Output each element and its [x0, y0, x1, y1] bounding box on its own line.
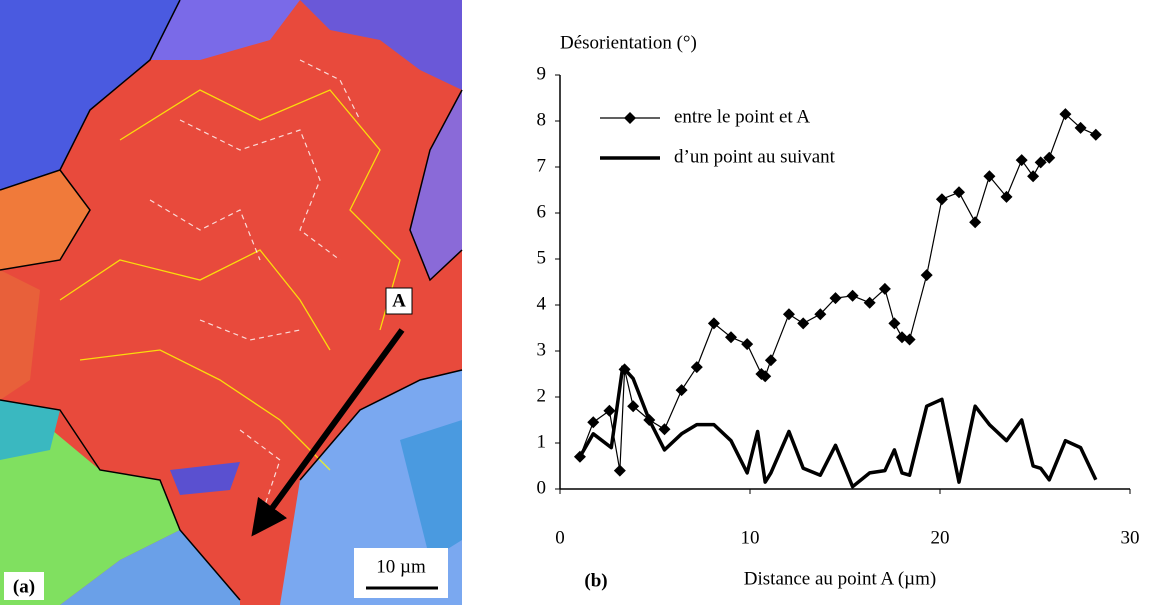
point	[953, 186, 965, 199]
point	[935, 193, 948, 206]
point	[878, 282, 891, 295]
point	[1015, 154, 1028, 167]
point	[888, 317, 901, 330]
x-tick-label: 30	[1121, 527, 1140, 548]
point	[920, 269, 933, 282]
point	[1059, 108, 1072, 121]
y-tick-label: 7	[537, 155, 547, 176]
ebsd-map	[0, 0, 463, 605]
point	[627, 400, 640, 413]
point	[675, 384, 688, 397]
point	[1043, 151, 1056, 164]
chart-title: Désorientation (°)	[560, 32, 697, 53]
point	[658, 423, 671, 436]
point	[764, 354, 777, 367]
y-tick-label: 3	[537, 339, 547, 360]
point	[846, 289, 859, 302]
point	[690, 361, 703, 374]
point	[725, 331, 737, 344]
point	[814, 308, 827, 321]
y-tick-label: 0	[537, 477, 547, 498]
y-tick-label: 9	[537, 63, 547, 84]
y-tick-label: 2	[537, 385, 547, 406]
point	[797, 317, 810, 330]
y-tick-label: 1	[537, 431, 547, 452]
point	[903, 333, 916, 346]
point	[603, 404, 616, 417]
panel-label: (b)	[584, 570, 607, 591]
point	[983, 170, 996, 183]
legend-marker	[624, 112, 636, 124]
scale-bar-label: 10 µm	[376, 556, 426, 577]
point	[829, 292, 842, 305]
legend-label: d’un point au suivant	[674, 146, 836, 167]
point	[707, 317, 720, 330]
x-axis-label: Distance au point A (µm)	[744, 568, 936, 589]
point	[741, 338, 754, 351]
point-label: A	[392, 290, 406, 311]
x-tick-label: 0	[555, 527, 565, 548]
series-line	[578, 365, 1098, 489]
point	[782, 308, 795, 321]
y-tick-label: 8	[537, 109, 547, 130]
series-line	[579, 113, 1097, 472]
y-tick-label: 4	[537, 293, 547, 314]
point	[969, 216, 982, 229]
y-tick-label: 6	[537, 201, 547, 222]
point	[1089, 128, 1102, 141]
x-tick-label: 20	[931, 527, 950, 548]
legend-label: entre le point et A	[674, 106, 810, 127]
point	[863, 296, 876, 309]
point	[1034, 156, 1047, 169]
point	[1027, 170, 1040, 183]
y-tick-label: 5	[537, 247, 547, 268]
point	[1000, 190, 1013, 203]
x-tick-label: 10	[741, 527, 760, 548]
panel-label: (a)	[13, 576, 35, 597]
point	[1074, 121, 1087, 134]
point	[587, 416, 600, 429]
point	[759, 370, 772, 383]
point	[613, 464, 626, 477]
